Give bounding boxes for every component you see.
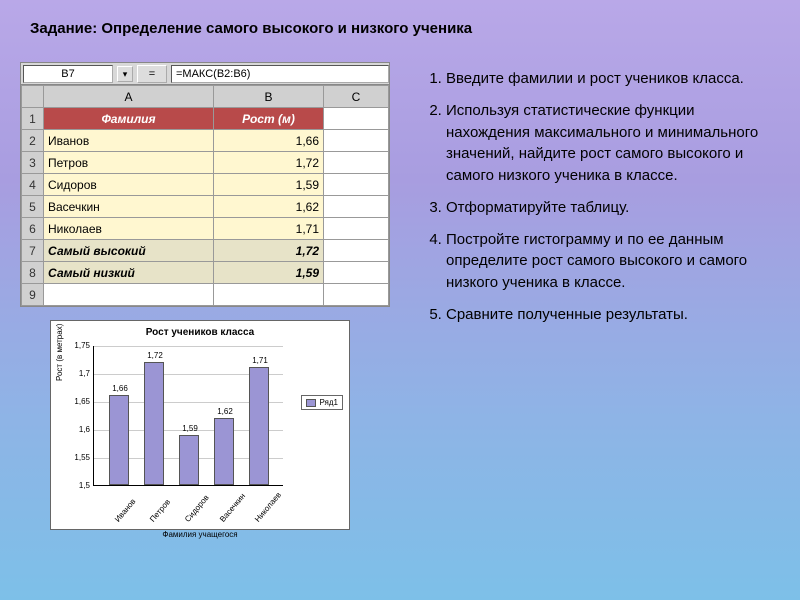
chart-title: Рост учеников класса bbox=[57, 327, 343, 338]
row-header[interactable]: 8 bbox=[22, 262, 44, 284]
cell[interactable]: Самый низкий bbox=[44, 262, 214, 284]
formula-input[interactable]: =МАКС(B2:B6) bbox=[171, 65, 389, 83]
cell[interactable] bbox=[324, 152, 389, 174]
row-header[interactable]: 4 bbox=[22, 174, 44, 196]
cell[interactable] bbox=[214, 284, 324, 306]
x-tick-label: Иванов bbox=[113, 497, 138, 524]
bar: 1,62 bbox=[214, 418, 234, 485]
plot-area: 1,51,551,61,651,71,751,66Иванов1,72Петро… bbox=[93, 346, 283, 486]
row-header[interactable]: 3 bbox=[22, 152, 44, 174]
cell[interactable] bbox=[324, 108, 389, 130]
instruction-step: Сравните полученные результаты. bbox=[446, 304, 780, 326]
spreadsheet: B7 ▾ = =МАКС(B2:B6) A B C 1 Фамилия Рост… bbox=[20, 62, 390, 307]
cell[interactable] bbox=[324, 262, 389, 284]
dropdown-icon[interactable]: ▾ bbox=[117, 66, 133, 82]
cell[interactable]: 1,59 bbox=[214, 174, 324, 196]
cell[interactable] bbox=[324, 218, 389, 240]
y-axis-label: Рост (в метрах) bbox=[55, 324, 64, 381]
y-tick-label: 1,5 bbox=[68, 481, 90, 490]
page-title: Задание: Определение самого высокого и н… bbox=[30, 20, 472, 37]
x-tick-label: Николаев bbox=[253, 490, 283, 523]
cell[interactable]: Самый высокий bbox=[44, 240, 214, 262]
bar: 1,66 bbox=[109, 395, 129, 485]
bar: 1,59 bbox=[179, 435, 199, 485]
instruction-step: Введите фамилии и рост учеников класса. bbox=[446, 68, 780, 90]
cell[interactable] bbox=[324, 174, 389, 196]
instruction-step: Отформатируйте таблицу. bbox=[446, 197, 780, 219]
col-header[interactable]: C bbox=[324, 86, 389, 108]
row-header[interactable]: 7 bbox=[22, 240, 44, 262]
row-header[interactable]: 6 bbox=[22, 218, 44, 240]
row-header[interactable]: 5 bbox=[22, 196, 44, 218]
y-tick-label: 1,55 bbox=[68, 453, 90, 462]
worksheet-grid[interactable]: A B C 1 Фамилия Рост (м) 2Иванов1,66 3Пет… bbox=[21, 85, 389, 306]
cell[interactable] bbox=[324, 284, 389, 306]
cell[interactable]: Петров bbox=[44, 152, 214, 174]
bar-value-label: 1,62 bbox=[210, 407, 240, 416]
bar-chart: Рост учеников класса Рост (в метрах) 1,5… bbox=[50, 320, 350, 530]
cell[interactable]: Васечкин bbox=[44, 196, 214, 218]
cell[interactable]: 1,71 bbox=[214, 218, 324, 240]
cell[interactable]: 1,72 bbox=[214, 240, 324, 262]
row-header[interactable]: 1 bbox=[22, 108, 44, 130]
cell[interactable] bbox=[324, 196, 389, 218]
formula-bar: B7 ▾ = =МАКС(B2:B6) bbox=[21, 63, 389, 85]
bar-value-label: 1,71 bbox=[245, 356, 275, 365]
header-cell[interactable]: Фамилия bbox=[44, 108, 214, 130]
instructions-list: Введите фамилии и рост учеников класса. И… bbox=[420, 68, 780, 336]
cell[interactable]: Николаев bbox=[44, 218, 214, 240]
corner-cell bbox=[22, 86, 44, 108]
row-header[interactable]: 2 bbox=[22, 130, 44, 152]
cell[interactable]: 1,72 bbox=[214, 152, 324, 174]
cell[interactable]: 1,59 bbox=[214, 262, 324, 284]
legend-label: Ряд1 bbox=[319, 398, 338, 407]
gridline bbox=[94, 346, 283, 347]
col-header[interactable]: A bbox=[44, 86, 214, 108]
col-header[interactable]: B bbox=[214, 86, 324, 108]
cell[interactable]: Сидоров bbox=[44, 174, 214, 196]
cell[interactable] bbox=[324, 240, 389, 262]
cell[interactable]: Иванов bbox=[44, 130, 214, 152]
cell-reference-box[interactable]: B7 bbox=[23, 65, 113, 83]
instruction-step: Постройте гистограмму и по ее данным опр… bbox=[446, 229, 780, 294]
cell[interactable] bbox=[44, 284, 214, 306]
cell[interactable]: 1,66 bbox=[214, 130, 324, 152]
legend-swatch bbox=[306, 399, 316, 407]
y-tick-label: 1,65 bbox=[68, 397, 90, 406]
y-tick-label: 1,75 bbox=[68, 341, 90, 350]
x-tick-label: Сидоров bbox=[183, 493, 211, 524]
bar-value-label: 1,66 bbox=[105, 384, 135, 393]
cell[interactable] bbox=[324, 130, 389, 152]
instruction-step: Используя статистические функции нахожде… bbox=[446, 100, 780, 187]
row-header[interactable]: 9 bbox=[22, 284, 44, 306]
equals-button[interactable]: = bbox=[137, 65, 167, 83]
header-cell[interactable]: Рост (м) bbox=[214, 108, 324, 130]
x-tick-label: Васечкин bbox=[218, 492, 247, 524]
bar: 1,71 bbox=[249, 367, 269, 485]
x-tick-label: Петров bbox=[148, 498, 172, 524]
legend: Ряд1 bbox=[301, 395, 343, 410]
bar: 1,72 bbox=[144, 362, 164, 485]
y-tick-label: 1,6 bbox=[68, 425, 90, 434]
bar-value-label: 1,59 bbox=[175, 424, 205, 433]
x-axis-label: Фамилия учащегося bbox=[57, 530, 343, 539]
bar-value-label: 1,72 bbox=[140, 351, 170, 360]
y-tick-label: 1,7 bbox=[68, 369, 90, 378]
cell[interactable]: 1,62 bbox=[214, 196, 324, 218]
